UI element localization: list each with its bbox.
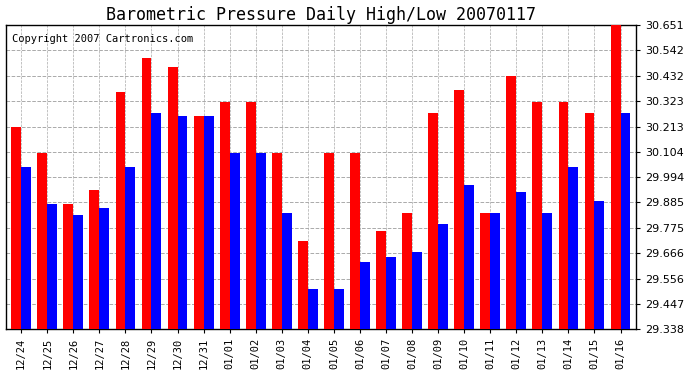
Bar	[360, 261, 370, 329]
Bar	[256, 153, 266, 329]
Bar	[542, 213, 552, 329]
Bar	[282, 213, 292, 329]
Bar	[63, 204, 73, 329]
Bar	[533, 102, 542, 329]
Bar	[595, 201, 604, 329]
Bar	[620, 113, 631, 329]
Bar	[99, 208, 109, 329]
Bar	[219, 102, 230, 329]
Bar	[428, 113, 438, 329]
Bar	[230, 153, 239, 329]
Title: Barometric Pressure Daily High/Low 20070117: Barometric Pressure Daily High/Low 20070…	[106, 6, 536, 24]
Bar	[558, 102, 569, 329]
Bar	[584, 113, 595, 329]
Bar	[402, 213, 412, 329]
Bar	[177, 116, 188, 329]
Bar	[611, 26, 620, 329]
Bar	[569, 166, 578, 329]
Bar	[272, 153, 282, 329]
Bar	[11, 127, 21, 329]
Bar	[141, 58, 152, 329]
Bar	[490, 213, 500, 329]
Bar	[152, 113, 161, 329]
Bar	[350, 153, 360, 329]
Bar	[324, 153, 334, 329]
Bar	[308, 290, 317, 329]
Bar	[516, 192, 526, 329]
Bar	[21, 166, 31, 329]
Bar	[204, 116, 213, 329]
Bar	[47, 204, 57, 329]
Bar	[386, 257, 396, 329]
Bar	[37, 153, 47, 329]
Bar	[90, 190, 99, 329]
Bar	[506, 76, 516, 329]
Bar	[438, 225, 448, 329]
Bar	[464, 185, 474, 329]
Bar	[298, 241, 308, 329]
Bar	[480, 213, 490, 329]
Bar	[412, 252, 422, 329]
Bar	[376, 231, 386, 329]
Bar	[73, 215, 83, 329]
Bar	[168, 67, 177, 329]
Text: Copyright 2007 Cartronics.com: Copyright 2007 Cartronics.com	[12, 34, 193, 44]
Bar	[115, 93, 126, 329]
Bar	[126, 166, 135, 329]
Bar	[194, 116, 204, 329]
Bar	[454, 90, 464, 329]
Bar	[246, 102, 256, 329]
Bar	[334, 290, 344, 329]
